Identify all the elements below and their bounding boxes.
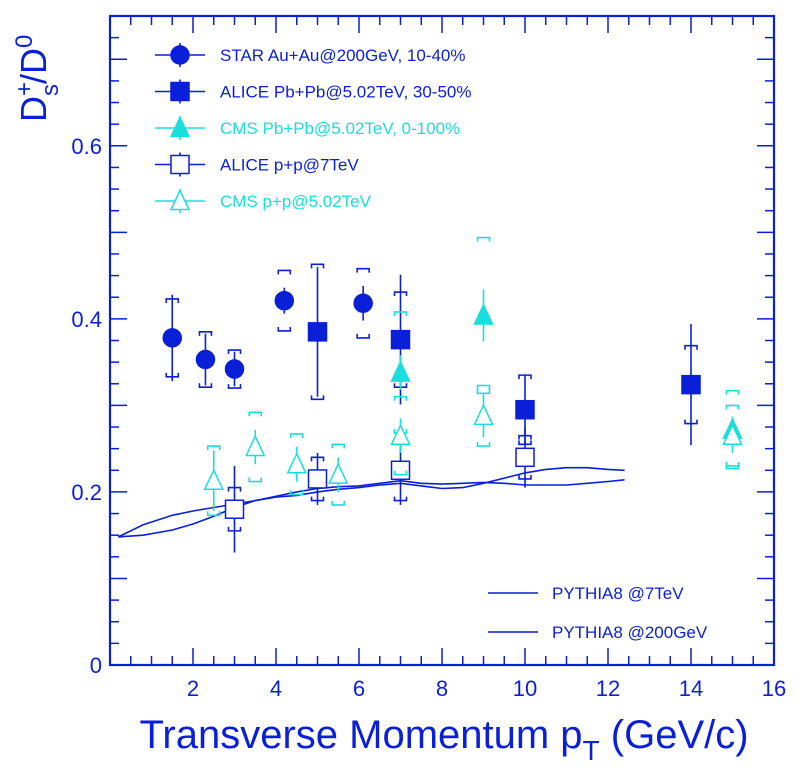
data-point	[473, 403, 494, 426]
y-tick-label: 0.6	[71, 134, 102, 159]
legend-label: CMS Pb+Pb@5.02TeV, 0-100%	[220, 119, 460, 138]
legend: STAR Au+Au@200GeV, 10-40% ALICE Pb+Pb@5.0…	[155, 43, 708, 642]
axis-ticks-group: 2 4 6 8 10 12 14 16 0 0.2 0.4 0.6	[71, 16, 786, 701]
data-point	[170, 154, 190, 175]
systematic-bracket	[198, 331, 213, 336]
systematic-bracket	[393, 395, 408, 401]
data-point	[307, 469, 328, 489]
systematic-bracket	[725, 389, 740, 395]
systematic-bracket	[476, 236, 491, 242]
data-point	[245, 434, 266, 457]
x-tick-label: 12	[596, 676, 620, 701]
data-point	[170, 81, 190, 102]
systematic-bracket	[476, 389, 491, 395]
data-point	[390, 360, 411, 382]
systematic-bracket	[165, 372, 180, 378]
legend-label: CMS p+p@5.02TeV	[220, 192, 372, 211]
data-point	[390, 329, 411, 350]
data-point	[286, 451, 307, 474]
systematic-bracket	[206, 511, 221, 517]
systematic-bracket	[393, 470, 408, 476]
x-tick-label: 2	[187, 676, 199, 701]
systematic-bracket	[476, 442, 491, 447]
systematic-bracket	[289, 433, 304, 438]
systematic-bracket	[331, 443, 346, 449]
curve-line	[118, 479, 625, 538]
x-tick-label: 6	[353, 676, 365, 701]
data-point	[390, 460, 411, 481]
data-point	[681, 374, 701, 395]
data-point	[162, 328, 182, 348]
systematic-bracket	[393, 496, 408, 502]
x-axis-title: Transverse Momentum pT (GeV/c)	[139, 713, 748, 766]
systematic-bracket	[331, 500, 346, 506]
data-point	[169, 188, 191, 211]
data-point	[515, 399, 535, 420]
data-point	[195, 349, 216, 370]
data-point	[722, 423, 743, 445]
plot-frame-group	[108, 14, 776, 667]
systematic-bracket	[356, 267, 370, 273]
legend-label: PYTHIA8 @200GeV	[552, 623, 708, 642]
systematic-bracket	[227, 486, 242, 492]
systematic-bracket	[227, 526, 242, 532]
systematic-bracket	[310, 496, 325, 502]
y-tick-label: 0.4	[71, 307, 102, 332]
data-point	[169, 115, 191, 138]
data-point	[328, 462, 349, 484]
y-tick-label: 0.2	[71, 480, 102, 505]
x-tick-label: 4	[270, 676, 282, 701]
data-point	[307, 322, 328, 342]
systematic-bracket	[165, 298, 180, 303]
x-tick-label: 16	[762, 676, 786, 701]
y-tick-label: 0	[90, 653, 102, 678]
curves-group	[117, 466, 625, 538]
plot-frame	[108, 14, 776, 667]
systematic-bracket	[684, 344, 698, 350]
data-point	[353, 293, 373, 314]
systematic-bracket	[684, 419, 698, 425]
systematic-bracket	[356, 333, 370, 339]
systematic-bracket	[518, 374, 532, 380]
data-point	[170, 45, 190, 65]
systematic-bracket	[725, 461, 740, 467]
legend-label: ALICE Pb+Pb@5.02TeV, 30-50%	[220, 83, 472, 102]
systematic-bracket	[310, 395, 325, 401]
systematic-bracket	[227, 384, 242, 389]
systematic-bracket	[248, 477, 263, 483]
data-point	[224, 499, 245, 519]
systematic-bracket	[206, 445, 221, 451]
data-points-group	[162, 236, 743, 553]
data-point	[515, 447, 535, 468]
data-point	[390, 423, 411, 445]
data-point	[274, 290, 295, 311]
systematic-bracket	[277, 326, 292, 332]
systematic-bracket	[476, 384, 491, 390]
systematic-bracket	[310, 456, 325, 462]
systematic-bracket	[310, 263, 325, 269]
legend-label: STAR Au+Au@200GeV, 10-40%	[220, 46, 466, 65]
x-tick-label: 8	[436, 676, 448, 701]
systematic-bracket	[227, 349, 242, 355]
x-tick-label: 10	[513, 676, 537, 701]
data-point	[224, 359, 245, 379]
curve-line	[117, 466, 625, 538]
systematic-bracket	[518, 434, 532, 440]
systematic-bracket	[289, 490, 304, 496]
systematic-bracket	[393, 291, 408, 297]
y-axis-title: D+s/D0	[11, 35, 64, 122]
systematic-bracket	[393, 311, 408, 316]
systematic-bracket	[725, 404, 740, 410]
x-tick-label: 14	[679, 676, 703, 701]
systematic-bracket	[198, 383, 213, 389]
data-point	[473, 303, 494, 325]
systematic-bracket	[248, 411, 263, 417]
legend-label: PYTHIA8 @7TeV	[552, 584, 684, 603]
systematic-bracket	[518, 474, 532, 480]
systematic-bracket	[277, 269, 292, 275]
legend-label: ALICE p+p@7TeV	[220, 156, 359, 175]
data-point	[203, 468, 224, 490]
